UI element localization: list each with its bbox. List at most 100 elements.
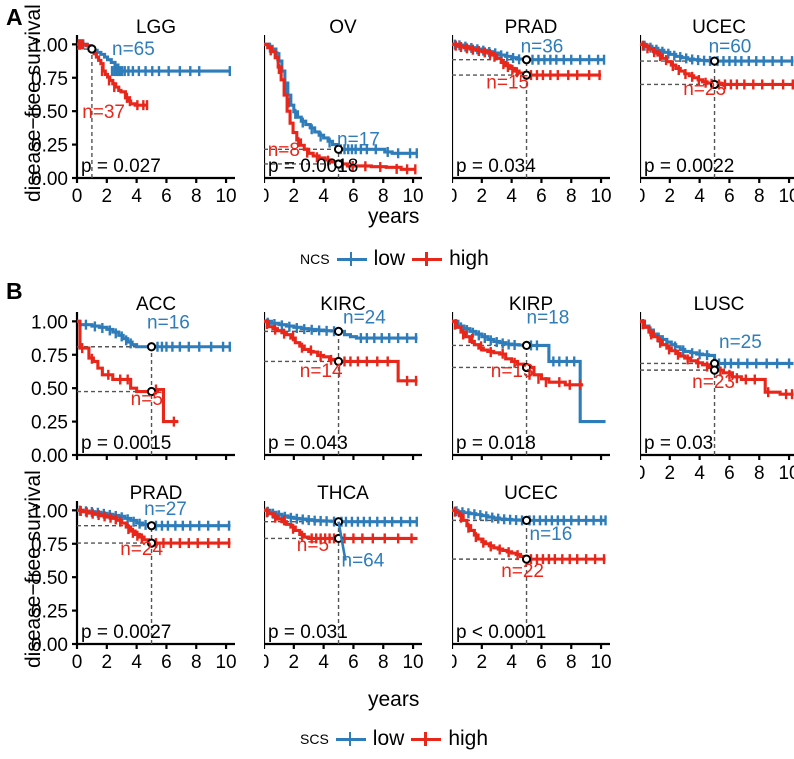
x-tick-label: 2 <box>289 652 300 673</box>
plot-title: UCEC <box>692 17 746 38</box>
y-tick-label: 1.00 <box>31 501 68 522</box>
n-annotation: n=65 <box>112 39 155 60</box>
legend-a-high-marker <box>412 252 443 266</box>
x-tick-label: 6 <box>161 652 172 673</box>
km-curve-high <box>640 319 794 396</box>
p-value-label: p = 0.0022 <box>644 156 734 177</box>
n-annotation: n=64 <box>342 550 385 571</box>
n-annotation: n=22 <box>501 561 544 582</box>
plot-title: UCEC <box>504 483 558 504</box>
x-tick-label: 4 <box>131 652 142 673</box>
n-annotation: n=60 <box>709 36 752 57</box>
p-value-label: p = 0.043 <box>268 433 348 454</box>
legend-b-low-marker <box>335 732 366 746</box>
x-tick-label: 10 <box>778 463 794 484</box>
n-annotation: n=18 <box>527 307 570 328</box>
n-annotation: n=23 <box>683 79 726 100</box>
x-tick-label: 0 <box>72 652 83 673</box>
x-tick-label: 6 <box>724 186 735 207</box>
x-tick-label: 4 <box>694 463 705 484</box>
n-annotation: n=24 <box>343 307 386 328</box>
x-tick-label: 4 <box>506 186 517 207</box>
x-tick-label: 8 <box>754 463 765 484</box>
legend-a: NCS low high <box>300 247 489 271</box>
y-tick-label: 0.75 <box>31 69 68 90</box>
legend-b: SCS low high <box>300 727 488 751</box>
legend-a-low-label: low <box>373 247 406 270</box>
y-tick-label: 0.00 <box>31 446 68 467</box>
x-tick-label: 8 <box>378 186 389 207</box>
x-tick-label: 10 <box>215 652 236 673</box>
km-curve-high <box>264 319 418 383</box>
y-tick-label: 0.00 <box>31 635 68 656</box>
x-tick-label: 4 <box>506 652 517 673</box>
p-value-label: p < 0.0001 <box>456 622 546 643</box>
y-tick-label: 1.00 <box>31 35 68 56</box>
km-curve-high <box>264 42 417 171</box>
x-tick-label: 10 <box>402 186 423 207</box>
panel-letter-a: A <box>6 4 23 30</box>
x-tick-label: 10 <box>590 652 611 673</box>
x-tick-label: 6 <box>536 652 547 673</box>
km-curve-high <box>77 319 179 424</box>
x-tick-label: 10 <box>402 652 423 673</box>
legend-b-low-label: low <box>372 727 405 750</box>
x-tick-label: 8 <box>378 652 389 673</box>
x-tick-label: 2 <box>102 652 113 673</box>
p-value-label: p = 0.0015 <box>81 433 171 454</box>
y-tick-label: 0.25 <box>31 602 68 623</box>
n-annotation: n=17 <box>337 129 380 150</box>
y-tick-label: 1.00 <box>31 312 68 333</box>
x-tick-label: 2 <box>289 186 300 207</box>
p-value-label: p = 0.0027 <box>81 622 171 643</box>
plot-title: PRAD <box>505 17 558 38</box>
x-axis-label-a: years <box>368 205 420 228</box>
x-tick-label: 0 <box>264 186 269 207</box>
y-tick-label: 0.50 <box>31 568 68 589</box>
x-tick-label: 0 <box>452 186 457 207</box>
y-tick-label: 0.50 <box>31 379 68 400</box>
n-annotation: n=16 <box>530 524 573 545</box>
x-tick-label: 6 <box>348 186 359 207</box>
p-value-label: p = 0.0018 <box>268 156 358 177</box>
legend-a-low-marker <box>336 252 367 266</box>
x-tick-label: 6 <box>724 463 735 484</box>
n-annotation: n=5 <box>131 389 163 410</box>
n-annotation: n=24 <box>120 539 163 560</box>
km-plot-kirc: KIRC n=24 n=14 p = 0.043 <box>264 294 428 487</box>
plot-title: KIRP <box>509 294 553 315</box>
plot-title: PRAD <box>130 483 183 504</box>
plot-title: THCA <box>317 483 369 504</box>
x-tick-label: 0 <box>640 463 645 484</box>
p-value-label: p = 0.027 <box>81 156 161 177</box>
km-curve-low <box>264 319 418 340</box>
x-tick-label: 8 <box>191 186 202 207</box>
n-annotation: n=15 <box>486 72 529 93</box>
n-annotation: n=36 <box>521 36 564 57</box>
x-tick-label: 4 <box>318 652 329 673</box>
plot-title: KIRC <box>320 294 365 315</box>
n-annotation: n=25 <box>719 332 762 353</box>
legend-b-score-name: SCS <box>300 731 329 747</box>
x-tick-label: 2 <box>477 186 488 207</box>
x-tick-label: 2 <box>477 652 488 673</box>
y-tick-label: 0.25 <box>31 413 68 434</box>
x-tick-label: 8 <box>191 652 202 673</box>
x-tick-label: 4 <box>131 186 142 207</box>
y-tick-label: 0.00 <box>31 169 68 190</box>
n-annotation: n=14 <box>300 361 343 382</box>
x-tick-label: 2 <box>102 186 113 207</box>
plot-title: ACC <box>136 294 176 315</box>
p-value-label: p = 0.03 <box>644 433 713 454</box>
x-tick-label: 2 <box>665 463 676 484</box>
km-plot-prad: PRAD 0.00 0.25 0.50 0.75 1.00 0 2 4 6 8 10 n=27 n=24 p… <box>29 483 241 676</box>
panel-letter-b: B <box>6 278 23 304</box>
plot-title: LUSC <box>694 294 745 315</box>
